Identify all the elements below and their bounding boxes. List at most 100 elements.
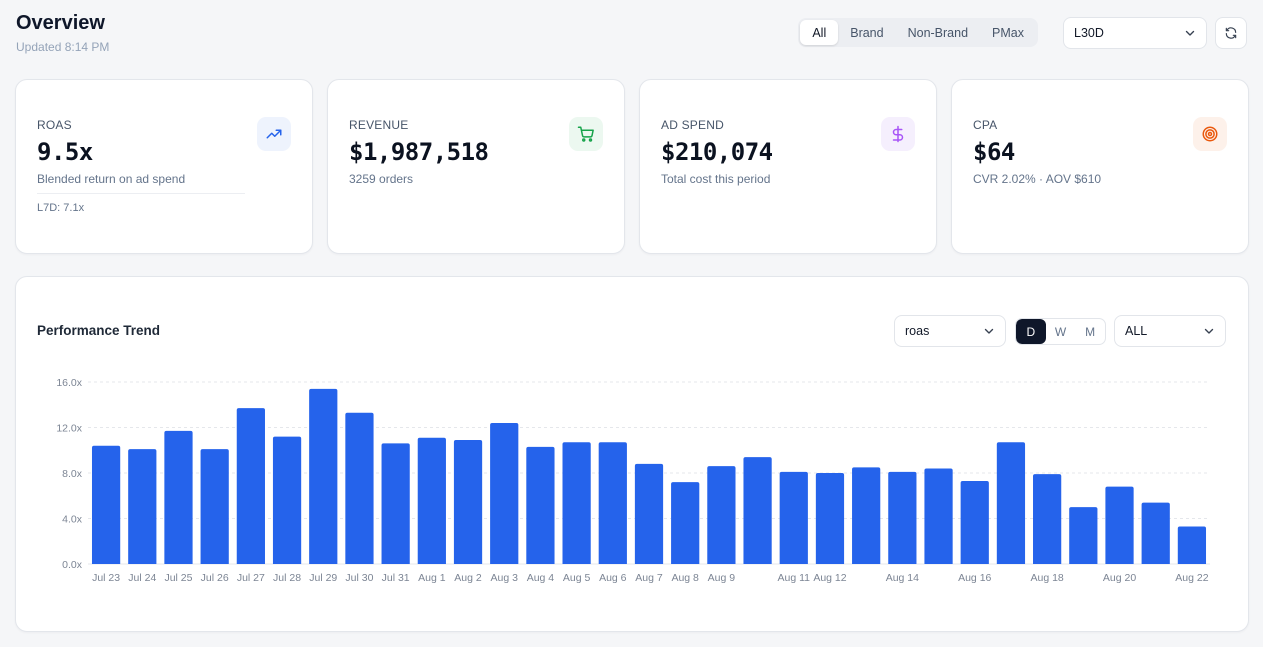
trend-title: Performance Trend (37, 323, 161, 338)
bar-aug-19[interactable] (1069, 507, 1098, 564)
metric-select[interactable]: roas (894, 315, 1006, 347)
kpi-footnote: L7D: 7.1x (37, 202, 85, 214)
bar-aug-15[interactable] (924, 468, 953, 564)
segment-filter-select[interactable]: ALL (1114, 315, 1226, 347)
bar-aug-11[interactable] (779, 471, 808, 564)
bar-aug-4[interactable] (526, 446, 555, 564)
bar-aug-20[interactable] (1105, 486, 1134, 564)
kpi-value: $1,987,518 (349, 138, 489, 166)
bar-aug-8[interactable] (671, 482, 700, 564)
granularity-monthly[interactable]: M (1085, 324, 1096, 339)
metric-select-value: roas (905, 324, 930, 338)
x-tick-label: Aug 3 (490, 572, 518, 584)
bar-aug-14[interactable] (888, 471, 917, 564)
bar-aug-5[interactable] (562, 442, 591, 564)
kpi-value: $64 (973, 138, 1015, 166)
x-tick-label: Aug 7 (635, 572, 663, 584)
x-tick-label: Jul 31 (382, 572, 410, 584)
x-tick-label: Jul 25 (164, 572, 192, 584)
period-select-value: L30D (1074, 26, 1104, 40)
x-tick-label: Jul 29 (309, 572, 337, 584)
kpi-subtext: CVR 2.02% · AOV $610 (973, 172, 1102, 186)
bar-aug-17[interactable] (996, 442, 1026, 564)
bar-aug-9[interactable] (707, 466, 736, 564)
bar-jul-25[interactable] (164, 430, 193, 564)
x-tick-label: Aug 8 (671, 572, 699, 584)
performance-trend-card: Performance Trend roas D W M ALL 0.0x 4.0… (15, 276, 1249, 632)
bar-aug-10[interactable] (743, 457, 772, 564)
bar-aug-6[interactable] (598, 442, 627, 564)
x-tick-label: Aug 2 (454, 572, 482, 584)
chevron-down-icon (984, 328, 994, 334)
bar-aug-2[interactable] (453, 440, 483, 564)
kpi-label: REVENUE (349, 118, 409, 132)
bar-aug-7[interactable] (634, 463, 664, 564)
y-tick-label: 4.0x (62, 514, 83, 526)
bar-jul-23[interactable] (91, 445, 121, 564)
target-icon (1193, 117, 1227, 151)
bar-jul-26[interactable] (200, 449, 229, 564)
x-tick-label: Aug 9 (708, 572, 736, 584)
granularity-toggle: D W M (1015, 318, 1106, 345)
dollar-icon (881, 117, 915, 151)
kpi-card-roas: ROAS 9.5x Blended return on ad spend L7D… (15, 79, 313, 254)
period-select[interactable]: L30D (1063, 17, 1207, 49)
cart-icon (569, 117, 603, 151)
x-tick-label: Aug 22 (1175, 572, 1208, 584)
page-title: Overview (16, 12, 105, 34)
kpi-divider (37, 193, 245, 194)
x-tick-label: Jul 28 (273, 572, 301, 584)
segment-all[interactable]: All (800, 20, 839, 45)
x-tick-label: Aug 11 (778, 572, 811, 584)
y-tick-label: 12.0x (56, 423, 82, 435)
x-tick-label: Aug 14 (886, 572, 919, 584)
bar-aug-21[interactable] (1141, 502, 1170, 564)
x-tick-label: Aug 1 (418, 572, 446, 584)
bar-jul-30[interactable] (345, 412, 374, 564)
kpi-subtext: 3259 orders (349, 172, 414, 186)
x-tick-label: Jul 27 (237, 572, 265, 584)
bar-jul-31[interactable] (381, 443, 410, 564)
bar-aug-16[interactable] (960, 480, 989, 564)
refresh-button[interactable] (1215, 17, 1247, 49)
kpi-subtext: Blended return on ad spend (37, 172, 186, 186)
kpi-value: 9.5x (37, 138, 93, 166)
y-tick-label: 0.0x (62, 559, 83, 571)
segment-non-brand[interactable]: Non-Brand (907, 25, 969, 40)
x-tick-label: Aug 6 (599, 572, 627, 584)
refresh-icon (1225, 27, 1237, 39)
y-tick-label: 8.0x (62, 468, 83, 480)
x-tick-label: Jul 24 (128, 572, 156, 584)
segment-filter-value: ALL (1125, 324, 1148, 338)
bar-jul-27[interactable] (236, 408, 265, 564)
kpi-card-cpa: CPA $64 CVR 2.02% · AOV $610 (951, 79, 1249, 254)
segment-brand[interactable]: Brand (850, 25, 884, 40)
granularity-daily[interactable]: D (1016, 319, 1046, 344)
roas-bar-chart: 0.0x 4.0x 8.0x 12.0x 16.0x Jul 23 Jul 24 Jul 25… (56, 377, 1210, 584)
segment-pmax[interactable]: PMax (992, 25, 1024, 40)
bar-jul-28[interactable] (272, 436, 302, 564)
page-header: Overview Updated 8:14 PM All Brand Non-B… (16, 12, 1247, 58)
bar-aug-13[interactable] (852, 467, 881, 564)
chevron-down-icon (1185, 30, 1195, 36)
bar-aug-22[interactable] (1177, 526, 1207, 564)
x-tick-label: Aug 4 (527, 572, 555, 584)
x-tick-label: Jul 26 (201, 572, 229, 584)
kpi-value: $210,074 (661, 138, 773, 166)
bar-jul-24[interactable] (128, 449, 157, 564)
bar-aug-18[interactable] (1033, 474, 1062, 564)
x-tick-label: Aug 5 (563, 572, 591, 584)
kpi-label: ROAS (37, 118, 72, 132)
x-tick-label: Aug 18 (1030, 572, 1063, 584)
bar-aug-1[interactable] (417, 437, 446, 564)
kpi-card-revenue: REVENUE $1,987,518 3259 orders (327, 79, 625, 254)
trending-up-icon (257, 117, 291, 151)
bar-jul-29[interactable] (309, 388, 338, 564)
bar-aug-3[interactable] (490, 422, 519, 564)
x-tick-label: Aug 12 (813, 572, 846, 584)
kpi-subtext: Total cost this period (661, 172, 771, 186)
bar-aug-12[interactable] (815, 473, 845, 564)
granularity-weekly[interactable]: W (1054, 324, 1067, 339)
kpi-label: CPA (973, 118, 998, 132)
y-tick-label: 16.0x (56, 377, 82, 389)
